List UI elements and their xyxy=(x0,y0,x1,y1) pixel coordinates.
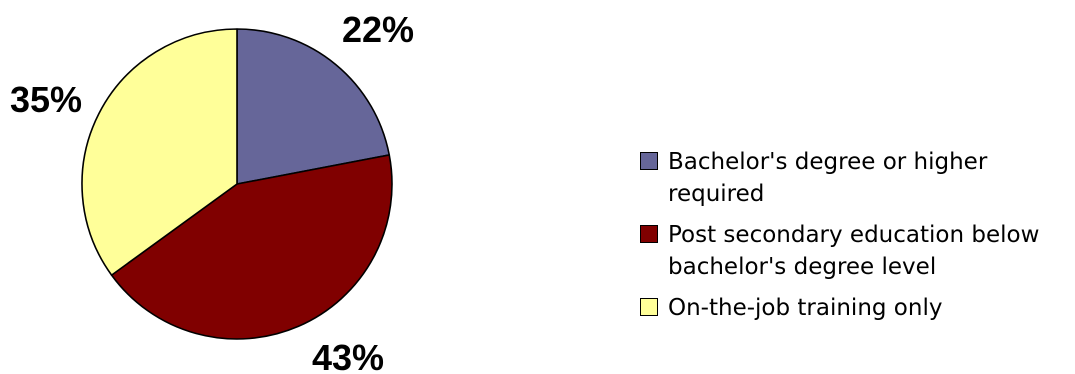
pie-slices xyxy=(81,28,393,340)
legend-item-on-the-job: On-the-job training only xyxy=(640,292,1070,324)
pie-slice-post-secondary xyxy=(110,154,393,340)
slice-value-label-bachelors: 22% xyxy=(342,9,414,50)
legend-label-bachelors: Bachelor's degree or higher required xyxy=(668,149,988,207)
legend-item-post-secondary: Post secondary education below bachelor'… xyxy=(640,219,1070,283)
legend-swatch-post-secondary xyxy=(640,225,658,243)
legend-label-post-secondary: Post secondary education below bachelor'… xyxy=(668,222,1040,280)
legend-item-bachelors: Bachelor's degree or higher required xyxy=(640,146,1070,210)
slice-value-label-post-secondary: 43% xyxy=(312,337,384,374)
legend-swatch-on-the-job xyxy=(640,298,658,316)
legend-label-on-the-job: On-the-job training only xyxy=(668,295,943,321)
legend: Bachelor's degree or higher required Pos… xyxy=(640,146,1070,333)
slice-value-label-on-the-job: 35% xyxy=(10,79,82,120)
pie-slice-bachelors xyxy=(236,28,391,185)
value-labels: 22% 43% 35% xyxy=(10,9,414,374)
pie-slice-on-the-job xyxy=(81,28,238,276)
legend-swatch-bachelors xyxy=(640,152,658,170)
